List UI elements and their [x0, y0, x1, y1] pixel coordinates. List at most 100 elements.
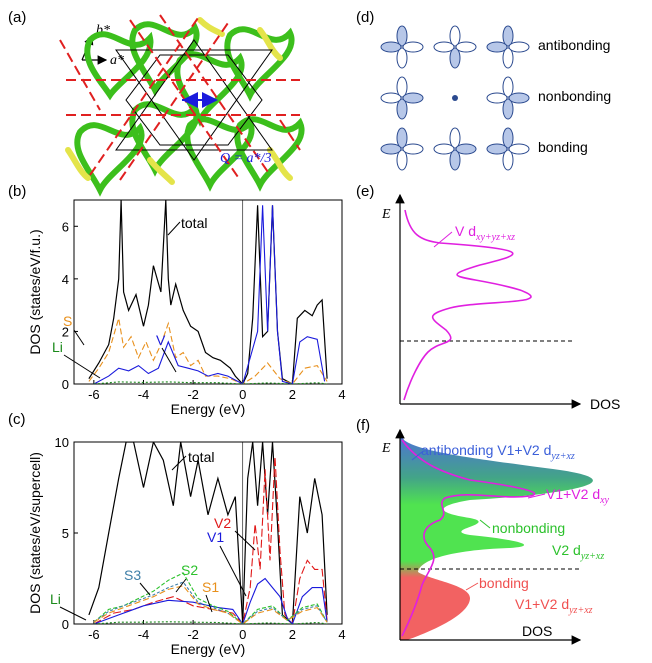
c-s2-leader	[175, 578, 187, 593]
b-s-label: S	[63, 313, 72, 329]
c-v2-label: V2	[214, 515, 231, 531]
x-tick-label: 0	[239, 627, 246, 642]
y-tick-label: 2	[62, 324, 69, 339]
panel-e: (e) E DOS V dxy+yz+xz	[356, 183, 620, 412]
b-li-label: Li	[52, 339, 63, 355]
x-tick-label: 4	[338, 627, 345, 642]
series-li-line	[93, 381, 328, 384]
c-li-leader	[59, 606, 87, 621]
c-s2-label: S2	[181, 562, 198, 578]
orbital-lattice	[380, 25, 530, 171]
b-total-leader	[167, 221, 181, 236]
orbital-lobe	[449, 127, 461, 149]
c-li-label: Li	[50, 591, 61, 607]
orbital-lobe	[402, 143, 424, 155]
orbital-lobe	[433, 143, 455, 155]
y-tick-label: 0	[62, 377, 69, 392]
nonbonding-label: nonbonding	[538, 88, 611, 104]
x-tick-label: -4	[138, 387, 150, 402]
x-tick-label: -2	[187, 387, 199, 402]
panel-e-label: (e)	[356, 183, 374, 200]
y-tick-label: 6	[62, 219, 69, 234]
f-dxy-leader	[527, 493, 546, 499]
orbital-lobe	[508, 41, 530, 53]
antibonding-label: antibonding	[538, 37, 610, 53]
f-nonbonding-label: nonbonding	[492, 520, 565, 536]
f-dxy-label: V1+V2 dxy	[546, 486, 610, 506]
b-li-leader	[63, 354, 101, 379]
q-label: Q = a*/3	[220, 151, 271, 166]
panel-f: (f) E DOS antibonding V1+V2 dyz+xz V1+V2…	[356, 417, 610, 645]
orbital-lobe	[449, 47, 461, 69]
y-axis-label: DOS (states/eV/supercell)	[27, 452, 43, 614]
panel-a: (a) b* a*	[8, 9, 305, 197]
panel-b-label: (b)	[8, 183, 26, 200]
series-s-line	[88, 318, 328, 384]
f-v2-label: V2 dyz+xz	[552, 542, 604, 562]
x-tick-label: -6	[88, 387, 100, 402]
panel-a-label: (a)	[8, 9, 26, 26]
orbital-lobe	[396, 47, 408, 69]
b-total-label: total	[181, 215, 207, 231]
panel-b: (b) -6 -4 -2 0 2 4 0 2 4 6 Energy (eV) DOS (states/…	[8, 183, 346, 417]
series-total-line	[88, 200, 328, 384]
e-curve-label: V dxy+yz+xz	[455, 223, 515, 243]
orbital-lobe	[402, 41, 424, 53]
c-s1-label: S1	[202, 579, 219, 595]
series-v1-line	[93, 577, 328, 624]
c-v1-leader	[219, 545, 247, 597]
orbital-lobe	[396, 98, 408, 120]
panel-c: (c) -6 -4 -2 0 2 4 0 5 10 Energy (eV) DOS (states/…	[8, 411, 346, 657]
e-curve-leader	[433, 231, 453, 248]
c-s3-label: S3	[124, 567, 141, 583]
bz-outline	[115, 39, 273, 161]
x-tick-label: 2	[289, 627, 296, 642]
x-tick-label: 0	[239, 387, 246, 402]
e-xlabel: DOS	[590, 396, 620, 412]
f-anti-label: antibonding V1+V2 dyz+xz	[421, 442, 575, 462]
c-v1-label: V1	[207, 529, 224, 545]
series-v-line	[93, 205, 326, 384]
orbital-lobe	[380, 143, 402, 155]
f-bonding-label: bonding	[479, 575, 529, 591]
x-tick-label: 4	[338, 387, 345, 402]
c-s1-leader	[205, 594, 213, 613]
orbital-lobe	[486, 143, 508, 155]
panel-c-label: (c)	[8, 411, 26, 428]
f-ylabel: E	[381, 441, 391, 456]
y-tick-label: 0	[62, 617, 69, 632]
orbital-lobe	[449, 149, 461, 171]
e-dos-curve	[403, 209, 532, 401]
b-v-leader	[161, 347, 177, 373]
orbital-lobe	[433, 41, 455, 53]
orbital-lobe	[502, 47, 514, 69]
orbital-lobe	[380, 92, 402, 104]
b-s-leader	[73, 329, 85, 346]
orbital-center-dot	[452, 95, 458, 101]
series-s2-line	[93, 572, 328, 624]
orbital-lobe	[396, 149, 408, 171]
x-axis-label: Energy (eV)	[171, 641, 246, 657]
c-v2-leader	[234, 530, 256, 551]
orbital-lobe	[396, 76, 408, 98]
f-nonbonding-leader	[479, 519, 491, 529]
y-axis-label: DOS (states/eV/f.u.)	[27, 229, 43, 354]
orbital-lobe	[502, 25, 514, 47]
x-tick-label: -4	[138, 627, 150, 642]
bonding-label: bonding	[538, 139, 588, 155]
orbital-lobe	[502, 76, 514, 98]
e-ylabel: E	[381, 207, 391, 222]
f-dxy-curve	[401, 439, 536, 637]
panel-d-label: (d)	[356, 9, 374, 26]
orbital-lobe	[508, 92, 530, 104]
f-dos-fill	[400, 432, 593, 640]
a-star-label: a*	[110, 53, 124, 68]
f-bonding-leader	[465, 582, 479, 591]
orbital-lobe	[486, 41, 508, 53]
orbital-lobe	[449, 25, 461, 47]
orbital-lobe	[502, 98, 514, 120]
panel-f-label: (f)	[356, 417, 370, 434]
orbital-lobe	[396, 127, 408, 149]
f-bond-v-label: V1+V2 dyz+xz	[515, 596, 593, 616]
